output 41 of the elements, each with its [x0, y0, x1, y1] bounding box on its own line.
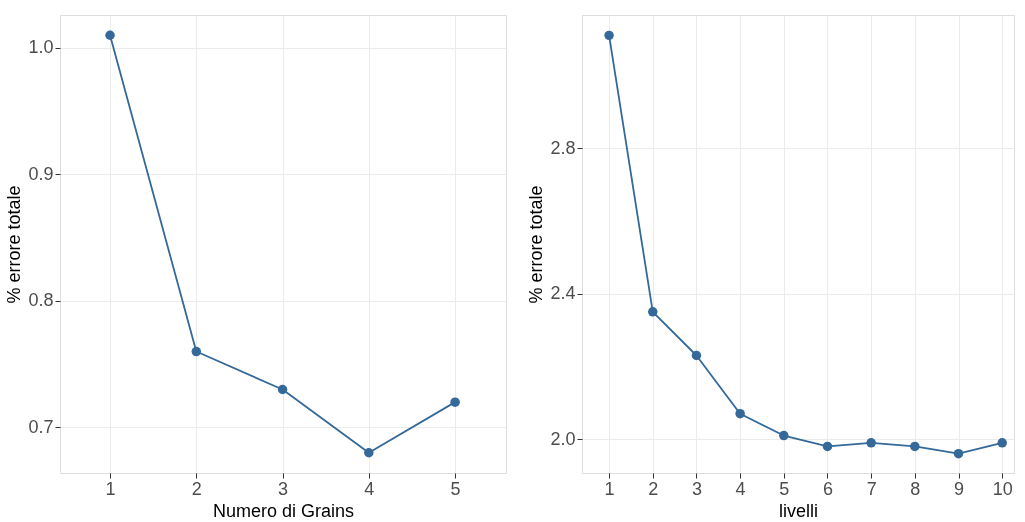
y-tick-label: 0.8	[28, 290, 54, 311]
y-tick-label: 0.7	[28, 416, 54, 437]
point	[105, 30, 115, 40]
point	[450, 397, 460, 407]
y-tick-label: 2.4	[550, 283, 576, 304]
point	[364, 448, 374, 458]
y-tick-label: 2.8	[550, 137, 576, 158]
x-axis-title: Numero di Grains	[212, 500, 355, 521]
point	[953, 448, 964, 459]
x-tick-label: 2	[648, 478, 659, 499]
x-tick-label: 9	[954, 478, 965, 499]
y-tick-label: 0.9	[28, 163, 54, 184]
x-tick-label: 1	[604, 478, 615, 499]
x-tick-label: 4	[735, 478, 746, 499]
y-axis-title: % errore totale	[4, 185, 25, 304]
point	[604, 30, 614, 41]
x-tick-label: 2	[191, 478, 202, 499]
x-tick-label: 5	[450, 478, 461, 499]
point	[822, 441, 833, 452]
point	[691, 350, 702, 361]
x-tick-label: 3	[691, 478, 702, 499]
x-tick-label: 6	[822, 478, 833, 499]
x-axis-title: livelli	[778, 500, 819, 521]
point	[277, 384, 288, 395]
x-tick-label: 5	[779, 478, 790, 499]
y-tick-label: 2.0	[550, 428, 576, 449]
x-tick-label: 4	[364, 478, 375, 499]
y-tick-label: 1.0	[28, 37, 54, 58]
point	[191, 346, 202, 357]
x-tick-label: 1	[105, 478, 116, 499]
point	[779, 430, 789, 441]
x-tick-label: 3	[278, 478, 289, 499]
point	[735, 408, 745, 419]
y-axis-title: % errore totale	[526, 185, 547, 304]
x-tick-label: 10	[992, 478, 1013, 499]
point	[866, 438, 876, 448]
point	[997, 438, 1007, 448]
point	[648, 307, 658, 317]
point	[910, 441, 920, 452]
x-tick-label: 7	[866, 478, 877, 499]
x-tick-label: 8	[910, 478, 921, 499]
